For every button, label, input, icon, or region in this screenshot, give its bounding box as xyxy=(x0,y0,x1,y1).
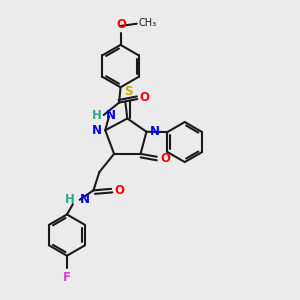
Text: N: N xyxy=(80,193,90,206)
Text: O: O xyxy=(116,18,126,31)
Text: O: O xyxy=(140,91,150,104)
Text: CH₃: CH₃ xyxy=(138,18,156,28)
Text: H: H xyxy=(92,109,101,122)
Text: H: H xyxy=(65,193,75,206)
Text: N: N xyxy=(92,124,102,137)
Text: N: N xyxy=(149,125,159,138)
Text: O: O xyxy=(114,184,124,197)
Text: S: S xyxy=(124,85,132,98)
Text: O: O xyxy=(160,152,170,165)
Text: F: F xyxy=(63,271,71,284)
Text: N: N xyxy=(106,109,116,122)
